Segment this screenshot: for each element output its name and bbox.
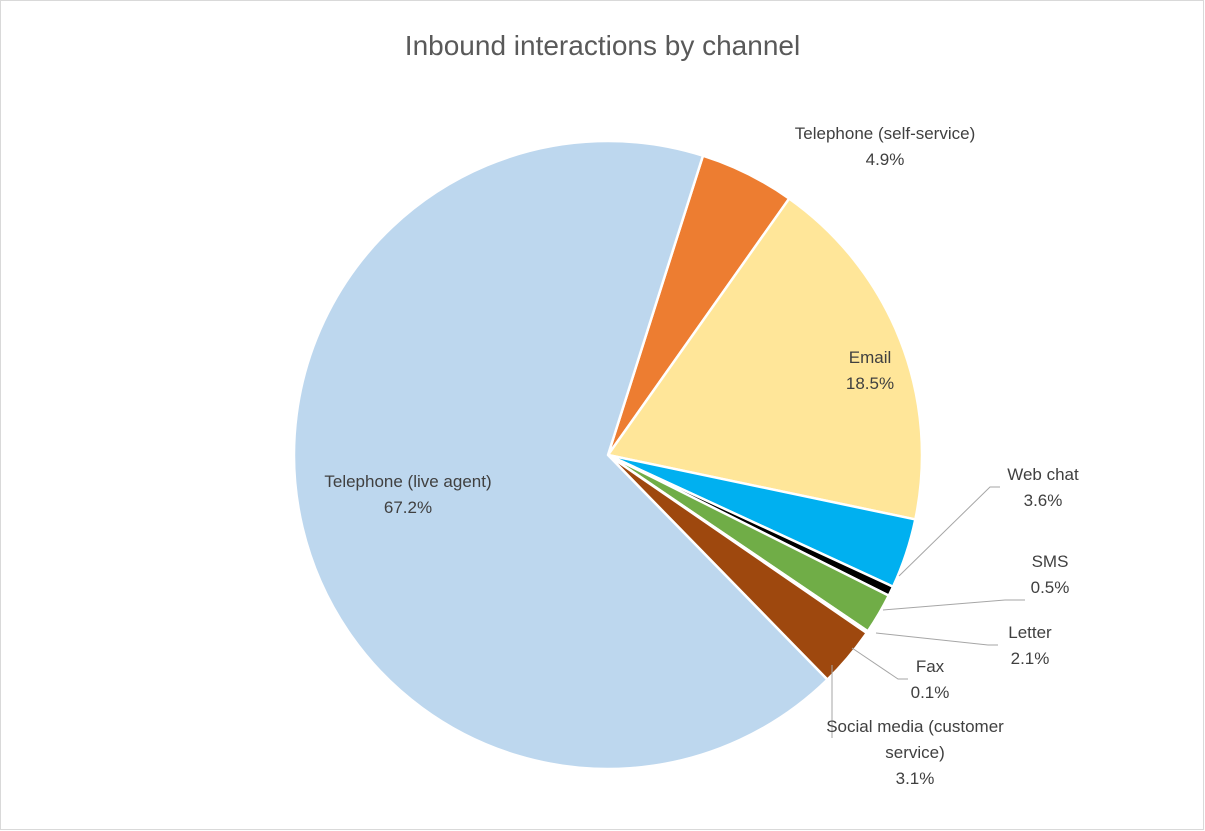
data-label-letter: Letter 2.1% xyxy=(1008,623,1052,668)
data-label-fax: Fax 0.1% xyxy=(911,657,950,702)
leader-line-fax xyxy=(852,648,908,679)
leader-line-letter xyxy=(876,633,998,645)
data-label-sms: SMS 0.5% xyxy=(1031,552,1070,597)
data-label-web-chat: Web chat 3.6% xyxy=(1007,465,1079,510)
data-label-telephone-self-service: Telephone (self-service) 4.9% xyxy=(795,124,975,169)
leader-line-sms xyxy=(883,600,1025,610)
data-label-social-media-customer-service: Social media (customer service) 3.1% xyxy=(826,717,1004,788)
